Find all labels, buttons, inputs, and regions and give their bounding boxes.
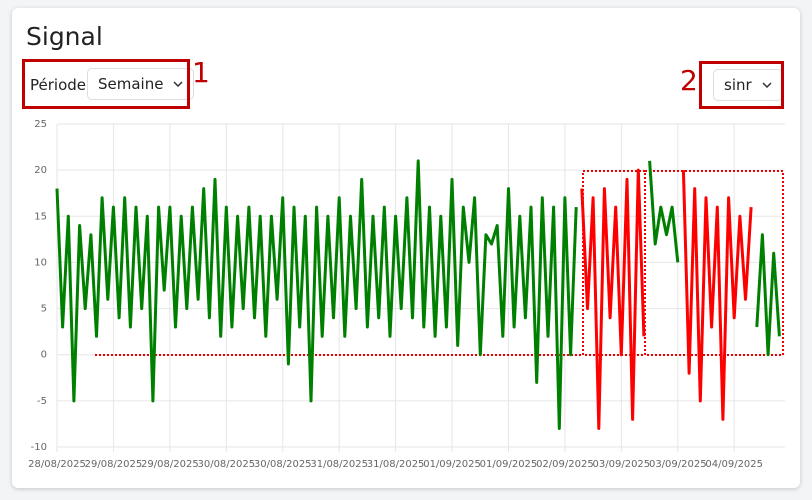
y-tick-label: -5 [37, 396, 47, 407]
period-label: Période [30, 76, 87, 94]
period-value: Semaine [98, 75, 164, 93]
x-tick-label: 02/09/2025 [536, 459, 594, 470]
metric-select[interactable]: sinr [713, 69, 783, 101]
y-tick-label: 0 [41, 350, 47, 361]
y-tick-label: -10 [31, 442, 47, 453]
x-tick-label: 31/08/2025 [310, 459, 368, 470]
x-tick-label: 28/08/2025 [28, 459, 86, 470]
x-tick-label: 31/08/2025 [367, 459, 425, 470]
x-tick-label: 01/09/2025 [423, 459, 481, 470]
x-tick-label: 30/08/2025 [254, 459, 312, 470]
annotation-number: 1 [192, 56, 210, 89]
signal-line [55, 159, 781, 430]
annotation-number: 2 [680, 64, 698, 97]
card-title: Signal [26, 22, 103, 51]
x-tick-label: 30/08/2025 [197, 459, 255, 470]
x-tick-label: 29/08/2025 [141, 459, 199, 470]
signal-line [582, 170, 785, 428]
x-tick-label: 01/09/2025 [480, 459, 538, 470]
highlight-box [22, 59, 190, 109]
y-tick-label: 10 [34, 257, 47, 268]
y-tick-label: 15 [34, 211, 47, 222]
y-tick-label: 25 [34, 119, 47, 130]
x-tick-label: 03/09/2025 [593, 459, 651, 470]
period-select[interactable]: Semaine [87, 68, 195, 100]
x-tick-label: 04/09/2025 [705, 459, 763, 470]
metric-value: sinr [724, 76, 752, 94]
x-tick-label: 03/09/2025 [649, 459, 707, 470]
y-tick-label: 5 [41, 304, 47, 315]
chevron [762, 82, 772, 88]
y-tick-label: 20 [34, 165, 47, 176]
x-tick-label: 29/08/2025 [85, 459, 143, 470]
chevron [173, 81, 183, 87]
highlight-region [95, 170, 784, 356]
highlight-box [699, 61, 784, 109]
